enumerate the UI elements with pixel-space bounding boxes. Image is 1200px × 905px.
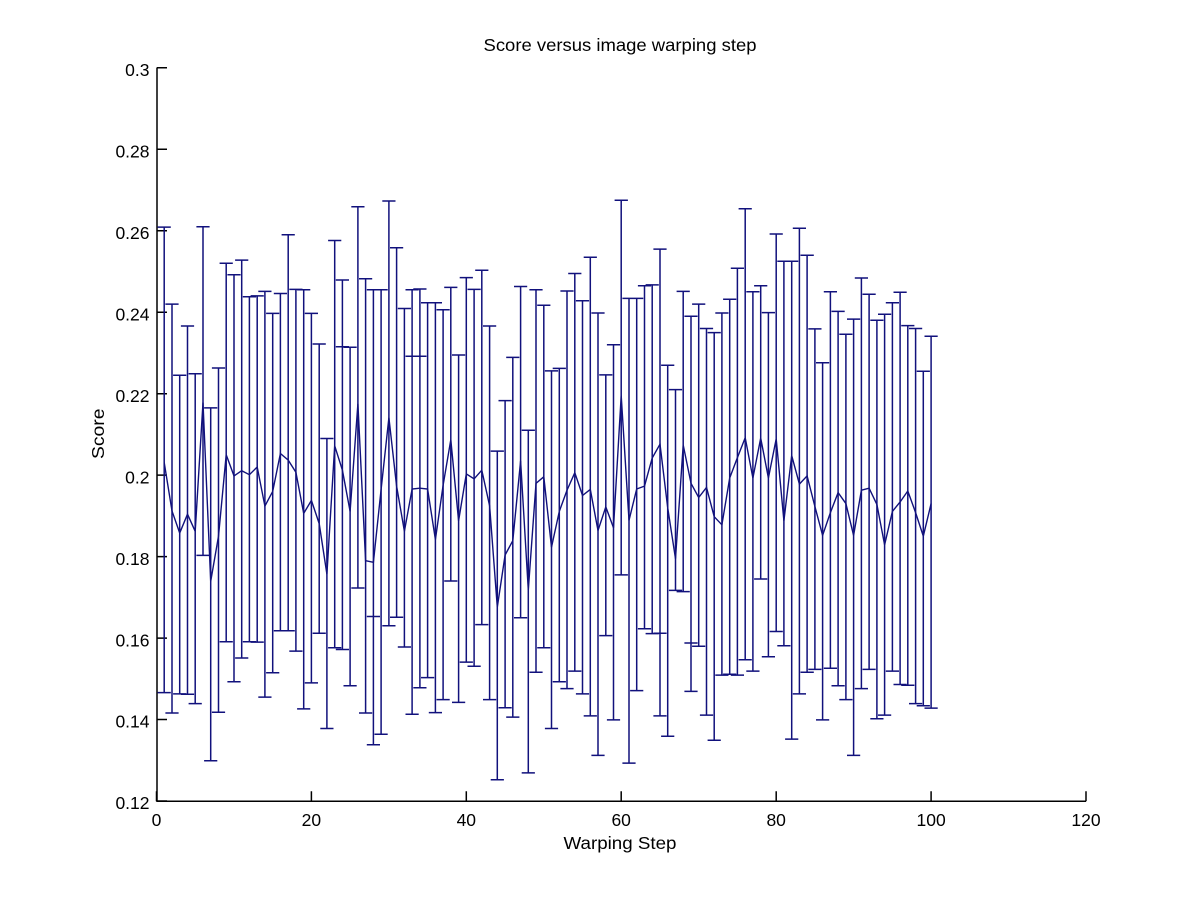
svg-text:0: 0 bbox=[152, 810, 162, 830]
svg-text:0.12: 0.12 bbox=[115, 793, 149, 813]
svg-text:0.16: 0.16 bbox=[115, 630, 149, 650]
svg-text:Warping Step: Warping Step bbox=[564, 833, 677, 853]
svg-text:0.22: 0.22 bbox=[115, 386, 149, 406]
svg-text:20: 20 bbox=[302, 810, 322, 830]
svg-text:60: 60 bbox=[611, 810, 631, 830]
svg-text:0.24: 0.24 bbox=[115, 304, 149, 324]
svg-text:0.2: 0.2 bbox=[125, 467, 149, 487]
svg-text:80: 80 bbox=[766, 810, 786, 830]
svg-text:0.18: 0.18 bbox=[115, 549, 149, 569]
svg-text:40: 40 bbox=[457, 810, 477, 830]
svg-text:100: 100 bbox=[916, 810, 945, 830]
svg-text:Score: Score bbox=[88, 409, 108, 460]
svg-text:0.28: 0.28 bbox=[115, 142, 149, 162]
svg-text:0.14: 0.14 bbox=[115, 712, 149, 732]
svg-text:0.3: 0.3 bbox=[125, 60, 149, 80]
svg-text:0.26: 0.26 bbox=[115, 223, 149, 243]
svg-text:Score versus image warping ste: Score versus image warping step bbox=[484, 35, 757, 55]
svg-text:120: 120 bbox=[1071, 810, 1100, 830]
